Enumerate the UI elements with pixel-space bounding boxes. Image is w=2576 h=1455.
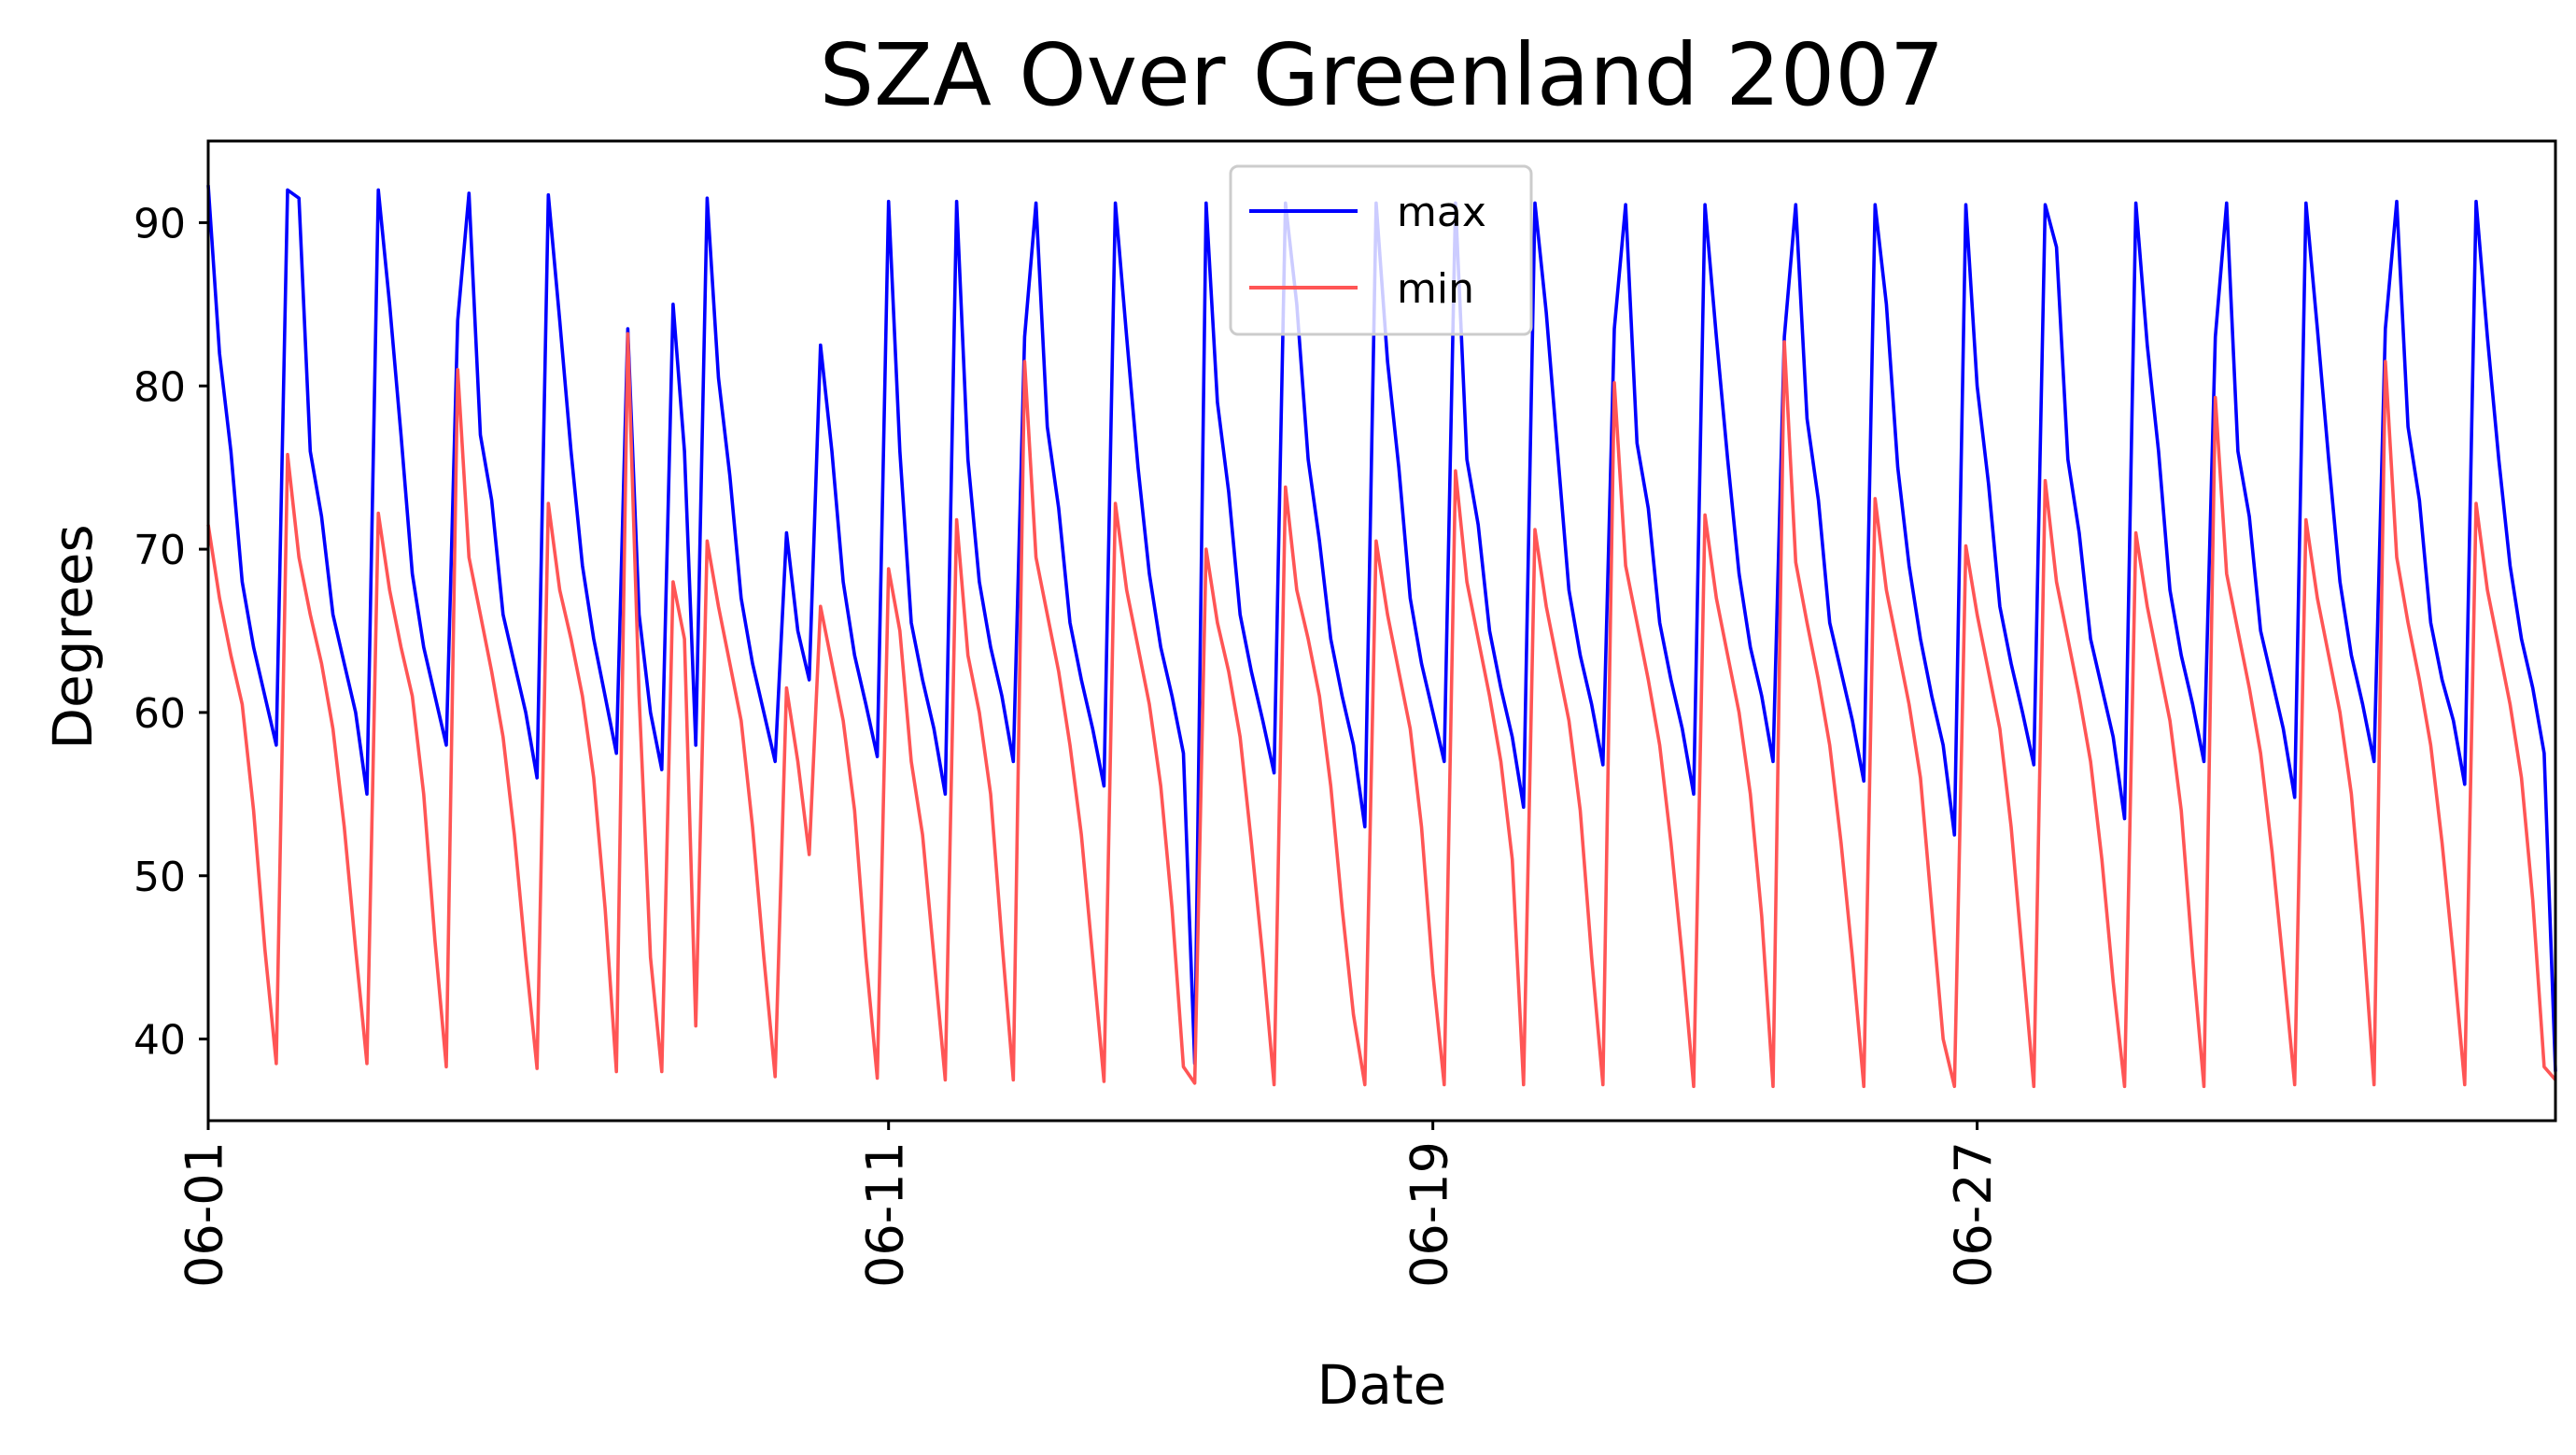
x-tick-label: 06-11 <box>855 1141 914 1288</box>
x-axis-label: Date <box>1317 1353 1447 1417</box>
x-tick-label: 06-27 <box>1944 1141 2003 1288</box>
y-axis-label: Degrees <box>41 524 105 749</box>
y-tick-label: 50 <box>134 854 186 901</box>
legend: max min <box>1229 164 1533 336</box>
series-line-min <box>206 332 2557 1089</box>
y-tick-label: 40 <box>134 1017 186 1065</box>
y-tick-label: 90 <box>134 200 186 247</box>
y-axis-ticks: 40 50 60 70 80 90 <box>134 200 208 1065</box>
x-tick-label: 06-01 <box>176 1141 234 1288</box>
x-tick-label: 06-19 <box>1400 1141 1458 1288</box>
y-tick-label: 70 <box>134 527 186 574</box>
chart-title: SZA Over Greenland 2007 <box>820 25 1945 125</box>
x-axis-ticks: 06-01 06-11 06-19 06-27 <box>176 1121 2003 1288</box>
legend-label-min: min <box>1397 265 1474 313</box>
y-tick-label: 60 <box>134 690 186 738</box>
legend-frame <box>1229 164 1533 336</box>
legend-label-max: max <box>1397 189 1486 236</box>
y-tick-label: 80 <box>134 363 186 411</box>
plot-frame <box>206 139 2557 1123</box>
